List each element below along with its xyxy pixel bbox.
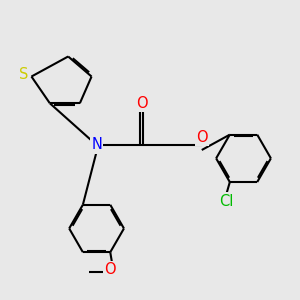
Text: O: O xyxy=(136,96,148,111)
Text: O: O xyxy=(196,130,208,145)
Text: S: S xyxy=(20,68,29,82)
Text: O: O xyxy=(104,262,116,277)
Text: Cl: Cl xyxy=(219,194,234,208)
Text: N: N xyxy=(91,137,102,152)
